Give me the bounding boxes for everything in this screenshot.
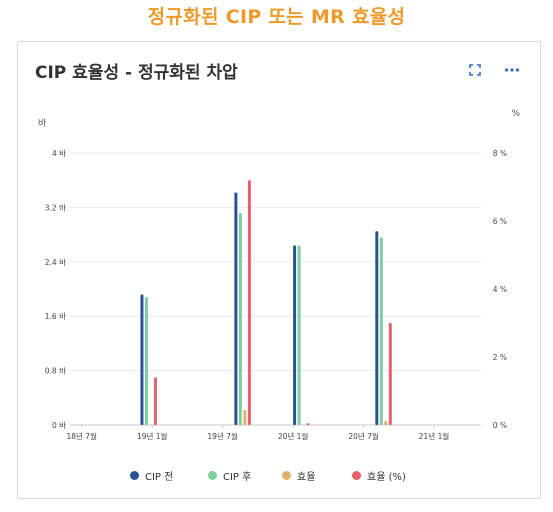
expand-icon[interactable] [469, 64, 481, 76]
bar-1[interactable] [293, 245, 297, 425]
bar-3[interactable] [384, 420, 388, 425]
y-right-tick-label: 6 % [493, 217, 507, 226]
y-left-axis-label: 바 [38, 118, 47, 129]
y-right-tick-label: 0 % [493, 421, 507, 430]
bar-2[interactable] [379, 237, 383, 425]
bars [140, 180, 392, 425]
y-right-tick-label: 8 % [493, 149, 507, 158]
legend-label: 효율 [297, 472, 316, 483]
y-left-tick-label: 3.2 바 [45, 202, 66, 212]
legend-label: CIP 후 [223, 472, 252, 483]
chart-plot: 바 % 0 바 0.8 바 1.6 바 2.4 바 3.2 바 4 바 0 % 2 % 4 % 6… [38, 109, 520, 441]
y-left-tick-label: 0.8 바 [45, 366, 66, 376]
legend-item[interactable]: CIP 전 [130, 468, 173, 483]
legend-swatch [352, 471, 361, 480]
bar-4[interactable] [306, 423, 310, 425]
x-tick-label: 20년 7월 [348, 431, 379, 441]
grid-lines [70, 152, 481, 426]
bar-2[interactable] [297, 245, 301, 425]
bar-1[interactable] [375, 231, 379, 425]
axis-ticks: 0 바 0.8 바 1.6 바 2.4 바 3.2 바 4 바 0 % 2 % 4 % 6 % 8 … [45, 148, 507, 441]
y-right-tick-label: 2 % [493, 353, 507, 362]
bar-2[interactable] [144, 297, 148, 425]
legend-label: 효율 (%) [367, 472, 406, 483]
bar-3[interactable] [243, 410, 247, 425]
bar-1[interactable] [234, 192, 238, 425]
legend-label: CIP 전 [145, 472, 174, 483]
y-left-tick-label: 4 바 [52, 148, 66, 158]
y-left-tick-label: 0 바 [52, 420, 66, 430]
legend-item[interactable]: CIP 후 [208, 468, 251, 483]
legend-item[interactable]: 효율 (%) [352, 468, 406, 483]
more-horizontal-icon[interactable] [504, 67, 520, 73]
legend-swatch [130, 471, 139, 480]
bar-1[interactable] [140, 294, 144, 425]
x-tick-label: 18년 7월 [66, 431, 97, 441]
chart-card: CIP 효율성 - 정규화된 차압 바 % 0 바 0.8 바 1.6 바 2.4 바… [17, 41, 541, 499]
page-title: 정규화된 CIP 또는 MR 효율성 [147, 6, 406, 28]
bar-2[interactable] [238, 212, 242, 425]
legend-swatch [208, 471, 217, 480]
x-tick-label: 19년 7월 [207, 431, 238, 441]
bar-4[interactable] [247, 180, 251, 425]
x-tick-label: 19년 1월 [137, 431, 168, 441]
chart-title: CIP 효율성 - 정규화된 차압 [35, 63, 238, 83]
chart-legend: CIP 전 CIP 후 효율 효율 (%) [18, 468, 542, 484]
x-tick-label: 20년 1월 [278, 431, 309, 441]
bar-4[interactable] [153, 377, 157, 425]
x-tick-label: 21년 1월 [419, 431, 450, 441]
y-left-tick-label: 1.6 바 [45, 311, 66, 321]
y-left-tick-label: 2.4 바 [45, 257, 66, 267]
y-right-axis-label: % [511, 109, 520, 119]
legend-swatch [282, 471, 291, 480]
legend-item[interactable]: 효율 [282, 468, 315, 483]
bar-4[interactable] [388, 323, 392, 425]
y-right-tick-label: 4 % [493, 285, 507, 294]
